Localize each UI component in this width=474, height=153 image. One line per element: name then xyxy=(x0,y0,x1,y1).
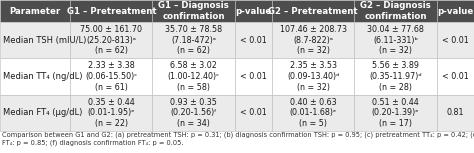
Bar xyxy=(70,22,153,58)
Bar xyxy=(437,22,474,58)
Bar xyxy=(0,58,70,95)
Text: p-value: p-value xyxy=(235,6,272,15)
Text: G2 – Pretreatment: G2 – Pretreatment xyxy=(268,6,358,15)
Bar xyxy=(355,0,437,22)
Bar xyxy=(355,58,437,95)
Bar xyxy=(272,22,355,58)
Text: G1 – Diagnosis
confirmation: G1 – Diagnosis confirmation xyxy=(158,1,229,21)
Text: 0.81: 0.81 xyxy=(447,108,464,117)
Bar xyxy=(355,22,437,58)
Bar xyxy=(272,95,355,131)
Text: Median TSH (mIU/L): Median TSH (mIU/L) xyxy=(3,36,86,45)
Text: 35.70 ± 78.58
(7.18-472)ᵃ
(n = 62): 35.70 ± 78.58 (7.18-472)ᵃ (n = 62) xyxy=(165,25,222,55)
Text: G2 – Diagnosis
confirmation: G2 – Diagnosis confirmation xyxy=(360,1,431,21)
Bar xyxy=(272,58,355,95)
Bar xyxy=(0,22,70,58)
Bar xyxy=(0,0,70,22)
Text: 0.35 ± 0.44
(0.01-1.95)ᵉ
(n = 22): 0.35 ± 0.44 (0.01-1.95)ᵉ (n = 22) xyxy=(88,98,135,128)
Bar xyxy=(437,0,474,22)
Text: p-value: p-value xyxy=(437,6,474,15)
Bar xyxy=(355,95,437,131)
Text: 2.35 ± 3.53
(0.09-13.40)ᵈ
(n = 32): 2.35 ± 3.53 (0.09-13.40)ᵈ (n = 32) xyxy=(287,61,339,92)
Text: 75.00 ± 161.70
(25.20-813)ᵃ
(n = 62): 75.00 ± 161.70 (25.20-813)ᵃ (n = 62) xyxy=(81,25,142,55)
Bar xyxy=(153,58,235,95)
Text: 2.33 ± 3.38
(0.06-15.50)ᶜ
(n = 61): 2.33 ± 3.38 (0.06-15.50)ᶜ (n = 61) xyxy=(85,61,137,92)
Bar xyxy=(272,0,355,22)
Bar xyxy=(437,95,474,131)
Text: 5.56 ± 3.89
(0.35-11.97)ᵈ
(n = 28): 5.56 ± 3.89 (0.35-11.97)ᵈ (n = 28) xyxy=(369,61,422,92)
Text: G1 – Pretreatment: G1 – Pretreatment xyxy=(66,6,156,15)
Text: < 0.01: < 0.01 xyxy=(442,72,469,81)
Bar xyxy=(70,0,153,22)
Text: 0.51 ± 0.44
(0.20-1.39)ᵉ
(n = 17): 0.51 ± 0.44 (0.20-1.39)ᵉ (n = 17) xyxy=(372,98,419,128)
Bar xyxy=(153,22,235,58)
Text: 30.04 ± 77.68
(6.11-331)ᵇ
(n = 32): 30.04 ± 77.68 (6.11-331)ᵇ (n = 32) xyxy=(367,25,424,55)
Bar xyxy=(153,0,235,22)
Bar xyxy=(437,58,474,95)
Text: Parameter: Parameter xyxy=(9,6,61,15)
Bar xyxy=(153,95,235,131)
Text: < 0.01: < 0.01 xyxy=(240,36,267,45)
Text: < 0.01: < 0.01 xyxy=(240,108,267,117)
Text: 0.93 ± 0.35
(0.20-1.56)ᶠ
(n = 34): 0.93 ± 0.35 (0.20-1.56)ᶠ (n = 34) xyxy=(170,98,217,128)
Bar xyxy=(235,95,272,131)
Text: Comparison between G1 and G2: (a) pretreatment TSH: p = 0.31; (b) diagnosis conf: Comparison between G1 and G2: (a) pretre… xyxy=(2,132,474,147)
Text: < 0.01: < 0.01 xyxy=(442,36,469,45)
Bar xyxy=(70,95,153,131)
Bar xyxy=(235,58,272,95)
Text: Median FT₄ (μg/dL): Median FT₄ (μg/dL) xyxy=(3,108,82,117)
Text: 6.58 ± 3.02
(1.00-12.40)ᶜ
(n = 58): 6.58 ± 3.02 (1.00-12.40)ᶜ (n = 58) xyxy=(167,61,219,92)
Text: 0.40 ± 0.63
(0.01-1.68)ᵉ
(n = 5): 0.40 ± 0.63 (0.01-1.68)ᵉ (n = 5) xyxy=(290,98,337,128)
Bar xyxy=(70,58,153,95)
Bar xyxy=(235,22,272,58)
Text: Median TT₄ (ng/dL): Median TT₄ (ng/dL) xyxy=(3,72,82,81)
Text: < 0.01: < 0.01 xyxy=(240,72,267,81)
Bar xyxy=(0,95,70,131)
Text: 107.46 ± 208.73
(8.7-822)ᵃ
(n = 32): 107.46 ± 208.73 (8.7-822)ᵃ (n = 32) xyxy=(280,25,346,55)
Bar xyxy=(235,0,272,22)
